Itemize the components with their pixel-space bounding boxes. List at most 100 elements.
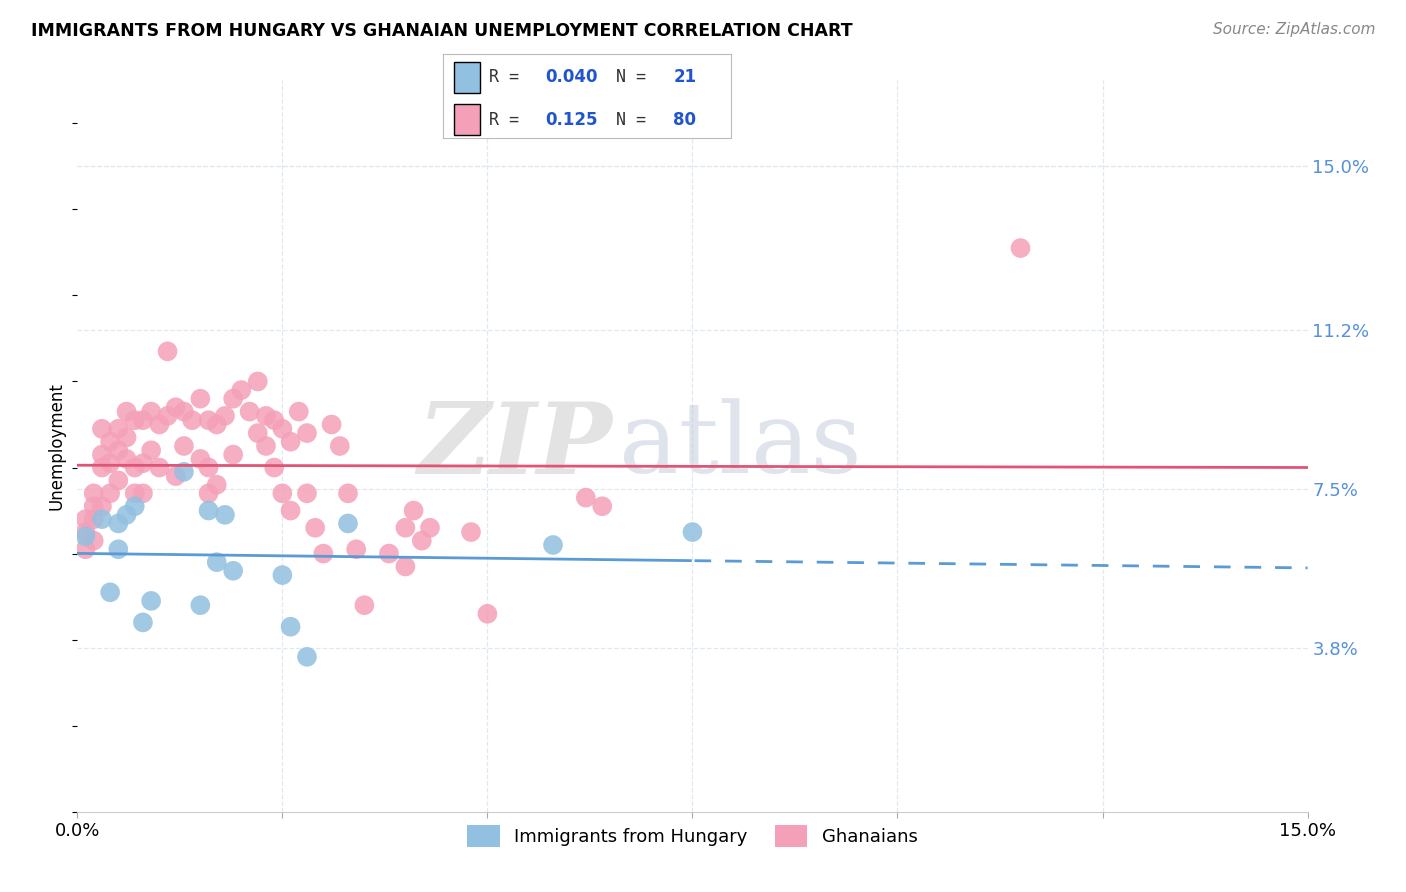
Point xyxy=(124,460,146,475)
Point xyxy=(132,456,155,470)
Point xyxy=(75,524,97,539)
Point xyxy=(280,620,302,634)
Y-axis label: Unemployment: Unemployment xyxy=(48,382,66,510)
Text: 21: 21 xyxy=(673,69,696,87)
Point xyxy=(165,469,187,483)
Text: R =: R = xyxy=(489,111,529,128)
Text: N =: N = xyxy=(616,111,655,128)
Point xyxy=(197,460,219,475)
Point xyxy=(98,434,121,449)
Point xyxy=(280,503,302,517)
Point xyxy=(115,508,138,522)
Point xyxy=(295,649,318,664)
Point xyxy=(98,456,121,470)
Point xyxy=(173,465,195,479)
Point xyxy=(83,486,105,500)
Text: ZIP: ZIP xyxy=(418,398,613,494)
Point xyxy=(477,607,499,621)
Point xyxy=(197,413,219,427)
Point xyxy=(148,460,170,475)
Point xyxy=(90,448,114,462)
Point xyxy=(312,547,335,561)
FancyBboxPatch shape xyxy=(454,104,481,135)
Point xyxy=(197,486,219,500)
Point xyxy=(141,594,163,608)
Text: atlas: atlas xyxy=(619,398,862,494)
Point xyxy=(75,542,97,557)
Point xyxy=(75,529,97,543)
Point xyxy=(156,344,179,359)
Point xyxy=(107,516,129,531)
Point xyxy=(222,564,245,578)
Point xyxy=(132,615,155,630)
Point xyxy=(353,598,375,612)
Point xyxy=(205,555,228,569)
Point xyxy=(124,500,146,514)
Point xyxy=(107,422,129,436)
Text: 0.040: 0.040 xyxy=(546,69,598,87)
Point xyxy=(124,413,146,427)
Point xyxy=(214,508,236,522)
Text: IMMIGRANTS FROM HUNGARY VS GHANAIAN UNEMPLOYMENT CORRELATION CHART: IMMIGRANTS FROM HUNGARY VS GHANAIAN UNEM… xyxy=(31,22,852,40)
Point xyxy=(188,598,212,612)
Point xyxy=(254,409,277,423)
Point xyxy=(90,512,114,526)
Point xyxy=(394,559,416,574)
Point xyxy=(107,443,129,458)
Point xyxy=(378,547,401,561)
Point xyxy=(98,486,121,500)
Point xyxy=(541,538,564,552)
Point xyxy=(83,533,105,548)
Point xyxy=(271,422,294,436)
Point xyxy=(173,439,195,453)
Point xyxy=(394,521,416,535)
Text: R =: R = xyxy=(489,69,529,87)
Point xyxy=(75,512,97,526)
Point xyxy=(254,439,277,453)
Point xyxy=(98,585,121,599)
Point xyxy=(402,503,425,517)
Point xyxy=(165,401,187,415)
Text: N =: N = xyxy=(616,69,655,87)
Point xyxy=(222,448,245,462)
Point xyxy=(173,404,195,418)
Point xyxy=(141,443,163,458)
Point xyxy=(90,422,114,436)
Point xyxy=(263,413,285,427)
Point xyxy=(344,542,367,557)
Legend: Immigrants from Hungary, Ghanaians: Immigrants from Hungary, Ghanaians xyxy=(460,817,925,854)
Point xyxy=(115,404,138,418)
Text: Source: ZipAtlas.com: Source: ZipAtlas.com xyxy=(1212,22,1375,37)
Point xyxy=(107,474,129,488)
Point xyxy=(337,516,360,531)
Point xyxy=(205,417,228,432)
Point xyxy=(181,413,204,427)
Point xyxy=(115,451,138,466)
Point xyxy=(295,486,318,500)
Point xyxy=(132,413,155,427)
Point xyxy=(214,409,236,423)
Point xyxy=(205,477,228,491)
Point xyxy=(271,486,294,500)
Point xyxy=(83,500,105,514)
Point xyxy=(107,542,129,557)
Text: 80: 80 xyxy=(673,111,696,128)
Point xyxy=(148,417,170,432)
Point xyxy=(231,383,253,397)
Point xyxy=(83,512,105,526)
Point xyxy=(156,409,179,423)
Point xyxy=(682,524,704,539)
Point xyxy=(197,503,219,517)
Point xyxy=(141,404,163,418)
Point xyxy=(304,521,326,535)
Point xyxy=(246,375,269,389)
Point xyxy=(329,439,352,453)
Point xyxy=(90,500,114,514)
Point xyxy=(591,500,613,514)
Point xyxy=(188,392,212,406)
Text: 0.125: 0.125 xyxy=(546,111,598,128)
Point xyxy=(132,486,155,500)
Point xyxy=(263,460,285,475)
Point xyxy=(411,533,433,548)
Point xyxy=(246,426,269,441)
